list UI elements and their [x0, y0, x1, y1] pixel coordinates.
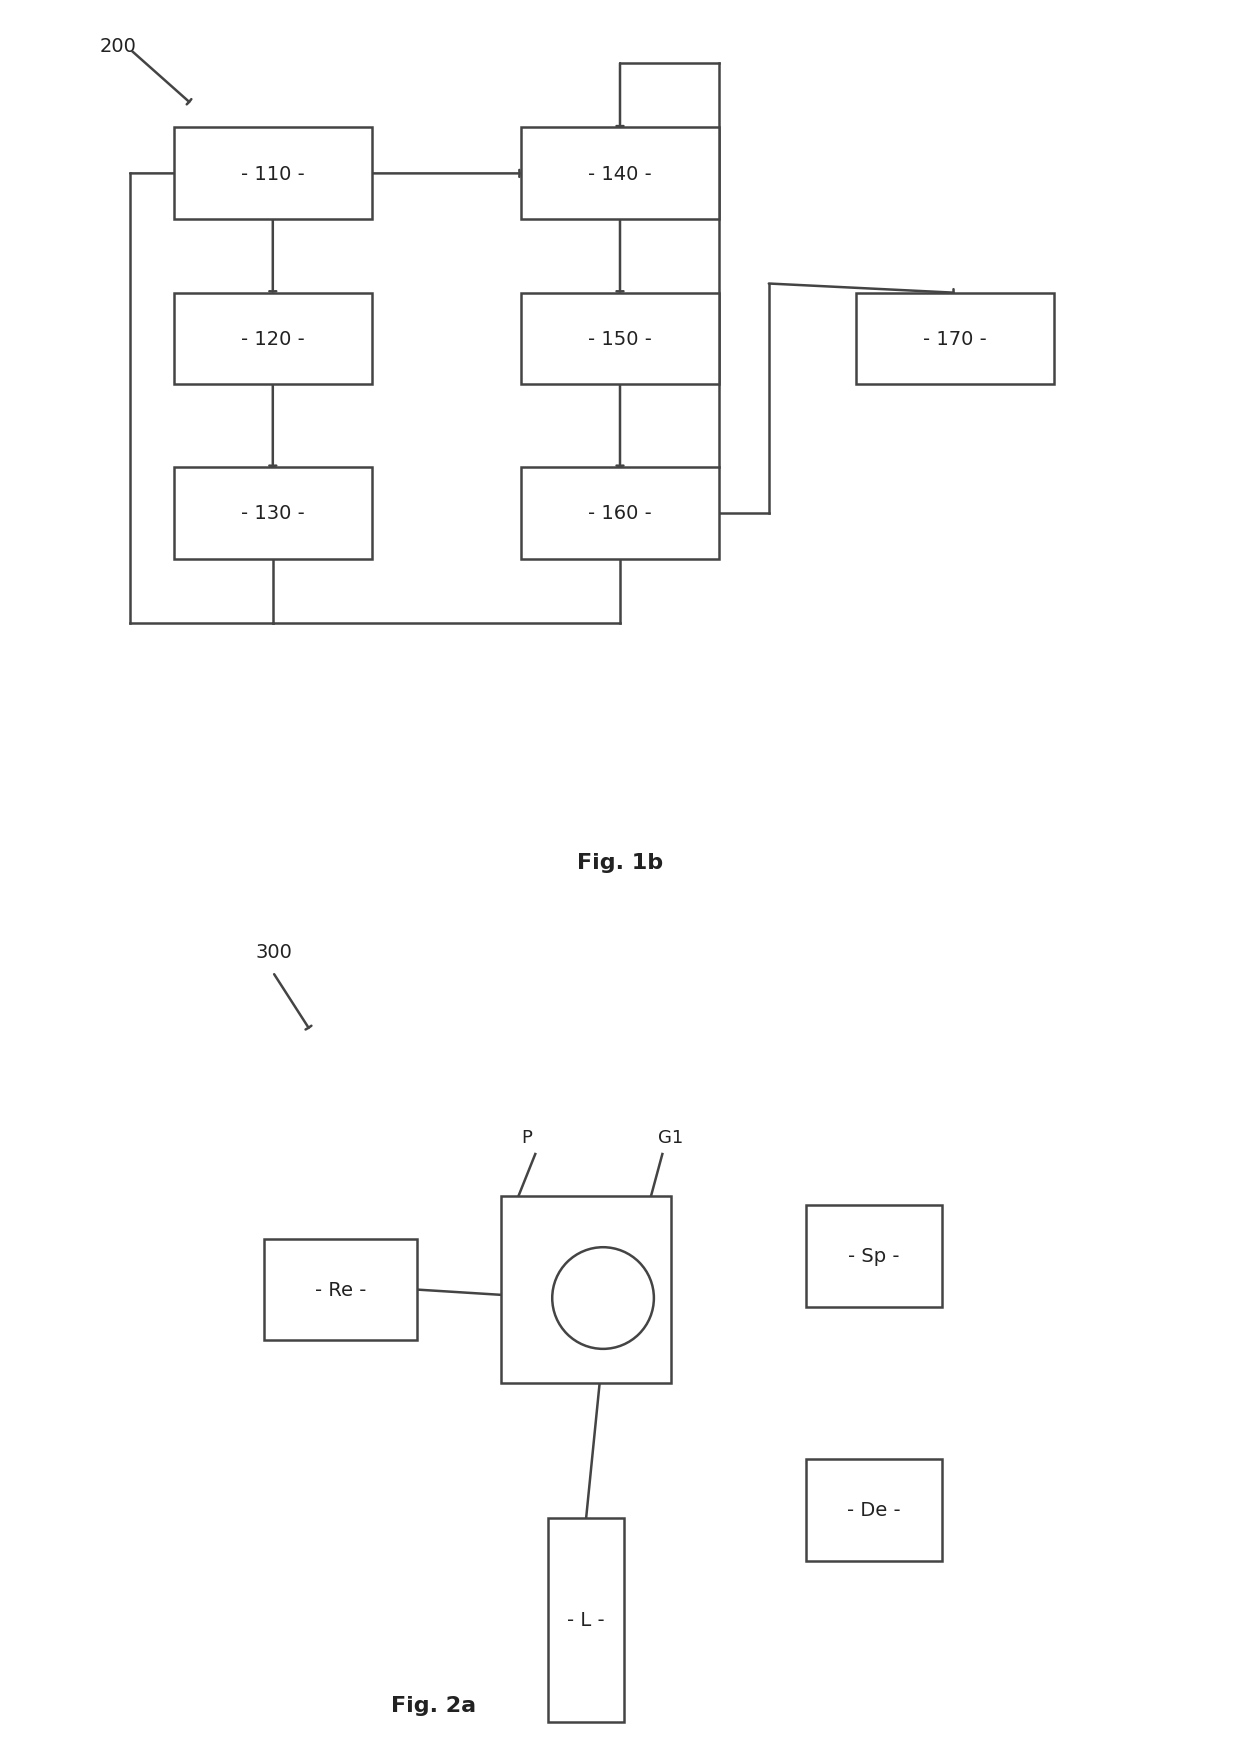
Text: - 110 -: - 110 - [241, 164, 305, 183]
Bar [521, 293, 719, 385]
Text: 200: 200 [99, 37, 136, 56]
Text: - 140 -: - 140 - [588, 164, 652, 183]
Bar [521, 129, 719, 220]
Bar [264, 1238, 417, 1341]
Text: - Re -: - Re - [315, 1281, 366, 1300]
Text: P: P [521, 1127, 532, 1147]
Bar [501, 1196, 671, 1383]
Bar [856, 293, 1054, 385]
Text: 300: 300 [255, 942, 293, 961]
Text: - De -: - De - [847, 1501, 901, 1519]
Text: G1: G1 [658, 1127, 683, 1147]
Bar [806, 1205, 942, 1307]
Text: - 130 -: - 130 - [241, 505, 305, 524]
Text: - L -: - L - [567, 1611, 605, 1630]
Text: Fig. 1b: Fig. 1b [577, 852, 663, 871]
Bar [174, 293, 372, 385]
Bar [521, 467, 719, 559]
Bar [174, 467, 372, 559]
Text: - 160 -: - 160 - [588, 505, 652, 524]
Text: Fig. 2a: Fig. 2a [391, 1695, 476, 1715]
Bar [806, 1459, 942, 1561]
Text: - 120 -: - 120 - [241, 330, 305, 349]
Text: - 150 -: - 150 - [588, 330, 652, 349]
Text: - Sp -: - Sp - [848, 1247, 900, 1265]
Bar [174, 129, 372, 220]
Bar [548, 1519, 624, 1722]
Text: - 170 -: - 170 - [923, 330, 987, 349]
